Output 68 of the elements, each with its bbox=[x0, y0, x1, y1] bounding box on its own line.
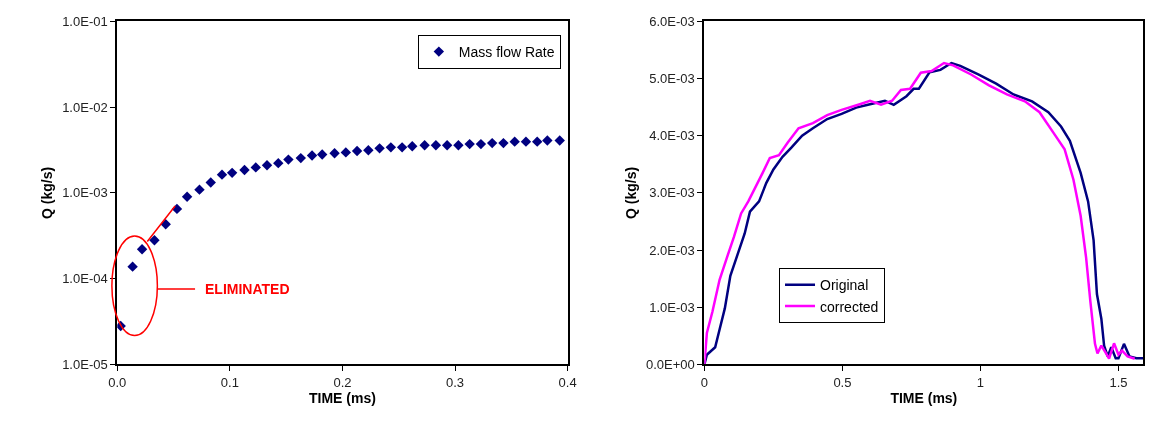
point bbox=[396, 142, 408, 153]
point bbox=[385, 142, 397, 153]
y-tick-label: 1.0E-03 bbox=[62, 185, 108, 201]
x-tick-label: 1 bbox=[976, 375, 985, 391]
y-tick-label: 0.0E+00 bbox=[646, 356, 695, 372]
x-tick-label: 0.0 bbox=[108, 375, 127, 391]
point bbox=[441, 140, 453, 151]
point bbox=[554, 135, 565, 146]
point bbox=[475, 138, 487, 150]
x-tick-label: 0 bbox=[700, 375, 709, 391]
point bbox=[250, 162, 261, 173]
x-axis-title: TIME (ms) bbox=[890, 389, 958, 406]
point bbox=[532, 136, 543, 147]
point bbox=[340, 147, 352, 158]
point bbox=[171, 203, 183, 215]
x-tick-label: 1.5 bbox=[1109, 375, 1128, 391]
point bbox=[374, 143, 385, 154]
y-tick-label: 3.0E-03 bbox=[649, 185, 695, 201]
point bbox=[295, 152, 306, 164]
point bbox=[453, 140, 464, 151]
point bbox=[329, 147, 340, 159]
y-axis-title: Q (kg/s) bbox=[39, 166, 56, 219]
x-tick-label: 0.4 bbox=[558, 375, 577, 391]
point bbox=[181, 191, 193, 202]
y-tick-label: 5.0E-03 bbox=[649, 71, 695, 87]
point bbox=[509, 136, 520, 147]
y-tick-label: 1.0E-01 bbox=[62, 13, 108, 29]
point bbox=[363, 145, 374, 156]
point bbox=[226, 167, 238, 179]
x-tick-label: 0.3 bbox=[445, 375, 465, 391]
legend-label: corrected bbox=[820, 298, 879, 315]
point bbox=[127, 261, 138, 272]
y-tick-label: 6.0E-03 bbox=[649, 13, 695, 29]
x-axis-title: TIME (ms) bbox=[309, 390, 376, 407]
point bbox=[283, 154, 294, 165]
x-tick-label: 0.5 bbox=[833, 375, 852, 391]
point bbox=[316, 149, 328, 160]
y-tick-label: 4.0E-03 bbox=[649, 128, 695, 144]
point bbox=[194, 184, 205, 195]
point bbox=[430, 140, 442, 151]
legend-label: Mass flow Rate bbox=[458, 44, 555, 61]
point bbox=[498, 137, 509, 149]
point bbox=[136, 244, 148, 255]
point bbox=[351, 145, 363, 157]
point bbox=[542, 135, 553, 146]
x-tick-label: 0.1 bbox=[220, 375, 239, 391]
point bbox=[464, 138, 475, 150]
y-axis-title: Q (kg/s) bbox=[623, 166, 640, 219]
point bbox=[486, 137, 498, 149]
point bbox=[216, 169, 228, 180]
point bbox=[205, 177, 216, 188]
y-tick-label: 1.0E-05 bbox=[62, 356, 108, 372]
y-tick-label: 2.0E-03 bbox=[649, 242, 695, 258]
point bbox=[273, 157, 284, 169]
x-tick-label: 0.2 bbox=[333, 375, 352, 391]
annotation: ELIMINATED bbox=[205, 281, 290, 297]
point bbox=[306, 150, 318, 161]
point bbox=[149, 235, 160, 246]
y-tick-label: 1.0E-03 bbox=[649, 299, 695, 315]
legend-label: Original bbox=[820, 277, 869, 294]
point bbox=[261, 160, 273, 171]
y-tick-label: 1.0E-04 bbox=[62, 271, 108, 287]
point bbox=[419, 140, 430, 151]
point bbox=[160, 219, 171, 230]
y-tick-label: 1.0E-02 bbox=[62, 99, 108, 115]
point bbox=[407, 141, 418, 152]
point bbox=[520, 136, 532, 147]
point bbox=[239, 164, 250, 176]
